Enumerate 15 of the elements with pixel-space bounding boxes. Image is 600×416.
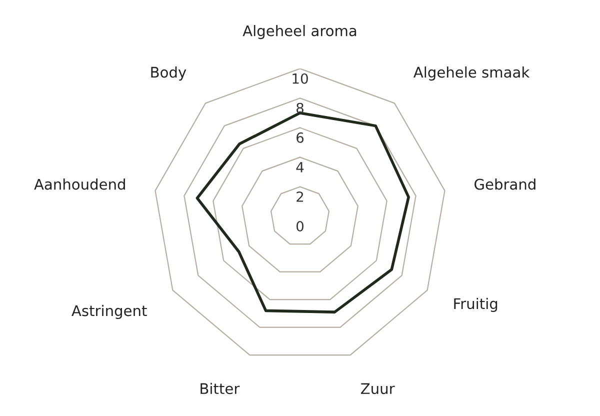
spoke-label: Body (151, 66, 186, 81)
y-tick-label: 8 (296, 102, 304, 114)
y-tick-label: 10 (292, 73, 308, 84)
spoke-label: Algeheel aroma (242, 24, 356, 40)
spoke-label: Astringent (72, 304, 147, 320)
y-tick-label: 2 (296, 191, 304, 202)
spoke-label: Zuur (360, 383, 395, 394)
y-tick-label: 4 (296, 162, 304, 172)
spoke-label: Bitter (200, 382, 240, 394)
y-tick-label: 0 (296, 220, 304, 232)
spoke-label: Gebrand (474, 178, 536, 190)
y-tick-label: 6 (296, 132, 304, 143)
spoke-label: Algehele smaak (414, 66, 530, 81)
spoke-label: Aanhoudend (34, 178, 125, 190)
spoke-label: Fruitig (454, 298, 498, 312)
